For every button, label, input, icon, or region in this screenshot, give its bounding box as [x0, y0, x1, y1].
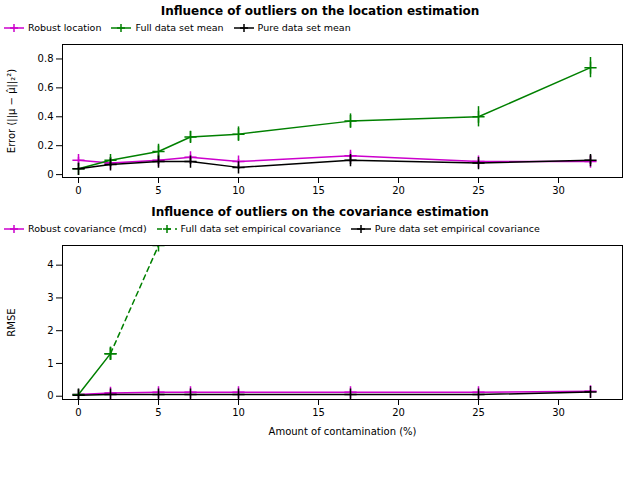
svg-text:10: 10	[232, 407, 245, 418]
svg-text:5: 5	[155, 407, 161, 418]
svg-text:4: 4	[47, 259, 53, 270]
svg-text:0.6: 0.6	[38, 82, 54, 93]
svg-text:1: 1	[47, 358, 53, 369]
svg-text:30: 30	[552, 185, 565, 196]
svg-text:0: 0	[75, 407, 81, 418]
svg-text:20: 20	[392, 185, 405, 196]
svg-text:0.4: 0.4	[38, 111, 54, 122]
svg-text:0: 0	[47, 390, 53, 401]
html-text:Robust covariance (mcd): Robust covariance (mcd)	[28, 223, 147, 234]
svg-text:Error (||μ − μ̂||₂²): Error (||μ − μ̂||₂²)	[6, 69, 18, 153]
html-text:Influence of outliers on the c: Influence of outliers on the covariance …	[151, 205, 489, 219]
html-text:Robust location: Robust location	[28, 22, 102, 33]
svg-text:15: 15	[312, 185, 325, 196]
svg-text:25: 25	[472, 185, 485, 196]
html-text:Influence of outliers on the l: Influence of outliers on the location es…	[160, 4, 480, 18]
html-text:Pure data set mean: Pure data set mean	[257, 22, 351, 33]
svg-text:0: 0	[75, 185, 81, 196]
svg-text:0: 0	[47, 169, 53, 180]
svg-text:25: 25	[472, 407, 485, 418]
svg-text:10: 10	[232, 185, 245, 196]
svg-text:5: 5	[155, 185, 161, 196]
svg-text:20: 20	[392, 407, 405, 418]
svg-text:0.8: 0.8	[38, 53, 54, 64]
svg-text:RMSE: RMSE	[6, 308, 17, 336]
svg-text:2: 2	[47, 325, 53, 336]
svg-text:0.2: 0.2	[38, 140, 54, 151]
svg-text:15: 15	[312, 407, 325, 418]
svg-text:30: 30	[552, 407, 565, 418]
html-text:Pure data set empirical covari: Pure data set empirical covariance	[374, 223, 540, 234]
svg-text:Amount of contamination (%): Amount of contamination (%)	[269, 426, 417, 437]
html-text:Full data set empirical covari: Full data set empirical covariance	[180, 223, 341, 234]
svg-text:3: 3	[47, 292, 53, 303]
html-text:Full data set mean: Full data set mean	[135, 22, 224, 33]
